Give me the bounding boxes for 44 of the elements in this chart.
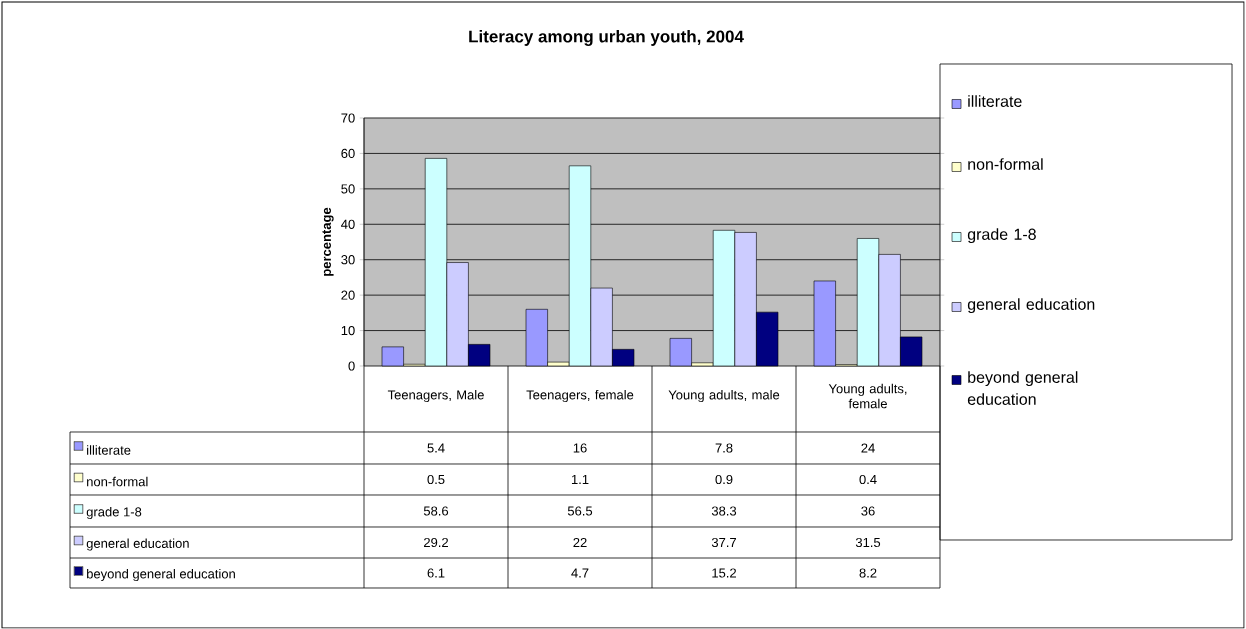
data-label: 0.4 <box>859 475 877 485</box>
data-label: 56.5 <box>567 506 593 516</box>
data-label: 7.8 <box>715 443 733 453</box>
y-tick-label: 10 <box>341 326 355 336</box>
y-tick-label: 20 <box>341 290 355 300</box>
data-label: 58.6 <box>423 506 449 516</box>
data-label: 22 <box>573 538 587 548</box>
legend-label: grade 1-8 <box>967 228 1036 244</box>
y-axis-title: percentage <box>322 208 334 277</box>
data-label: 38.3 <box>711 506 737 516</box>
x-tick-label: Young adults, male <box>668 390 780 403</box>
x-tick-label: Teenagers, female <box>526 390 634 403</box>
y-tick-label: 40 <box>341 219 355 230</box>
text: non-formal <box>87 476 148 487</box>
data-label: 24 <box>861 443 875 453</box>
x-tick-label: Young adults, female <box>828 383 907 409</box>
data-label: 4.7 <box>571 568 589 578</box>
y-tick-label: 30 <box>341 255 355 265</box>
text: general education <box>86 538 189 551</box>
x-tick-label: Teenagers, Male <box>387 390 484 403</box>
data-label: 31.5 <box>855 538 881 548</box>
data-label: 37.7 <box>711 538 736 548</box>
data-label: 0.5 <box>427 475 445 485</box>
legend-label: non-formal <box>968 158 1043 171</box>
data-label: 36 <box>861 506 875 516</box>
y-tick-label: 60 <box>341 149 355 159</box>
data-label: 15.2 <box>712 568 736 578</box>
legend-label: general education <box>967 298 1095 314</box>
text: illiterate <box>87 445 131 456</box>
data-label: 8.2 <box>859 568 877 578</box>
y-tick-label: 0 <box>348 361 355 371</box>
data-label: 0.9 <box>715 475 733 485</box>
data-label: 1.1 <box>571 475 589 485</box>
data-label: 5.4 <box>427 443 445 453</box>
y-tick-label: 50 <box>341 184 355 194</box>
chart-title: Literacy among urban youth, 2004 <box>469 30 744 47</box>
text: grade 1-8 <box>86 507 142 520</box>
legend-label: beyond general education <box>967 371 1078 406</box>
data-label: 29.2 <box>424 538 448 548</box>
text: beyond general education <box>87 569 235 582</box>
y-tick-label: 70 <box>341 113 355 123</box>
legend-label: illiterate <box>968 95 1022 108</box>
data-label: 6.1 <box>427 568 445 578</box>
data-label: 16 <box>573 443 587 453</box>
